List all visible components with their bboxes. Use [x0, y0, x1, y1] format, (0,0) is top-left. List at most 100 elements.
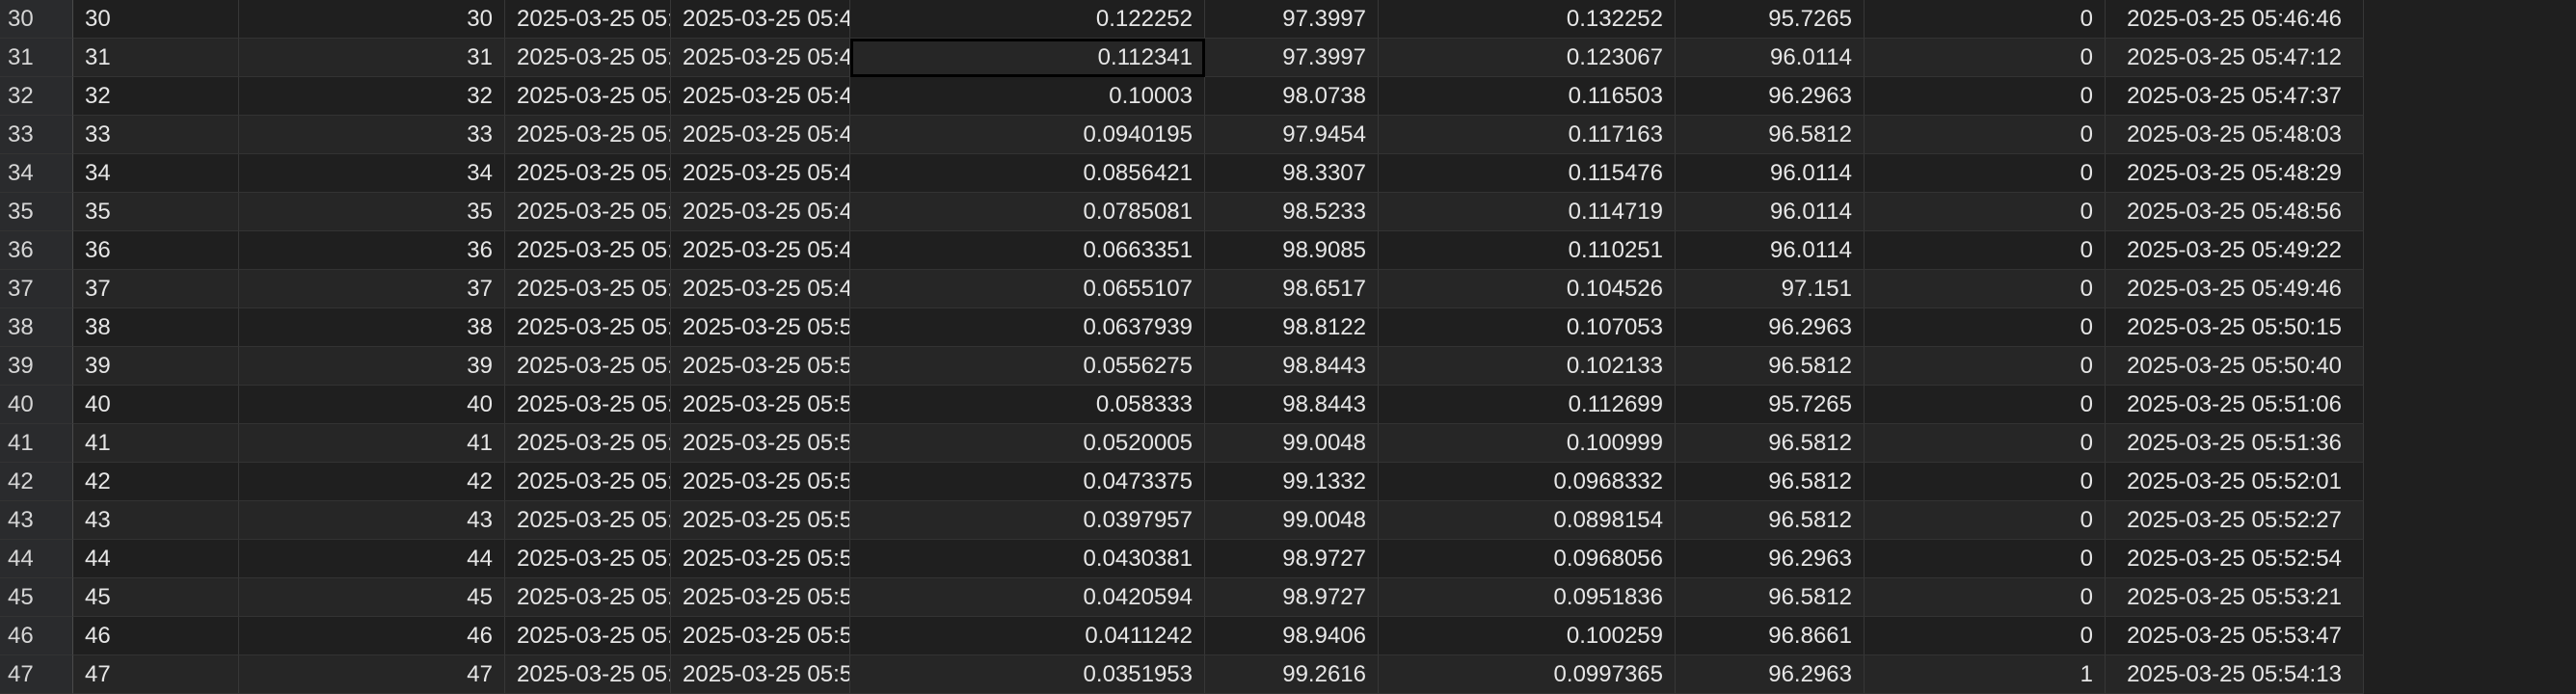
col-f-cell[interactable]: 97.9454: [1205, 116, 1379, 154]
col-b-cell[interactable]: 33: [239, 116, 505, 154]
col-h-cell[interactable]: 95.7265: [1676, 0, 1865, 39]
col-a-cell[interactable]: 32: [73, 77, 239, 116]
col-h-cell[interactable]: 96.0114: [1676, 154, 1865, 193]
col-b-cell[interactable]: 35: [239, 193, 505, 231]
col-d-cell[interactable]: 2025-03-25 05:53:21: [671, 578, 850, 617]
col-b-cell[interactable]: 44: [239, 540, 505, 578]
col-h-cell[interactable]: 96.2963: [1676, 655, 1865, 694]
col-e-cell[interactable]: 0.058333: [850, 386, 1205, 424]
col-c-cell[interactable]: 2025-03-25 05:49:22: [505, 270, 671, 308]
col-c-cell[interactable]: 2025-03-25 05:51:37: [505, 463, 671, 501]
row-header[interactable]: 40: [0, 386, 73, 424]
col-j-cell[interactable]: 2025-03-25 05:52:27: [2106, 501, 2364, 540]
col-g-cell[interactable]: 0.116503: [1379, 77, 1676, 116]
col-g-cell[interactable]: 0.104526: [1379, 270, 1676, 308]
col-j-cell[interactable]: 2025-03-25 05:51:06: [2106, 386, 2364, 424]
col-b-cell[interactable]: 34: [239, 154, 505, 193]
col-j-cell[interactable]: 2025-03-25 05:49:22: [2106, 231, 2364, 270]
col-j-cell[interactable]: 2025-03-25 05:53:21: [2106, 578, 2364, 617]
row-header[interactable]: 30: [0, 0, 73, 39]
row-header[interactable]: 33: [0, 116, 73, 154]
col-c-cell[interactable]: 2025-03-25 05:46:20: [505, 0, 671, 39]
col-d-cell[interactable]: 2025-03-25 05:46:45: [671, 0, 850, 39]
col-j-cell[interactable]: 2025-03-25 05:48:56: [2106, 193, 2364, 231]
col-d-cell[interactable]: 2025-03-25 05:48:02: [671, 116, 850, 154]
col-d-cell[interactable]: 2025-03-25 05:49:21: [671, 231, 850, 270]
col-f-cell[interactable]: 98.9727: [1205, 540, 1379, 578]
col-g-cell[interactable]: 0.0951836: [1379, 578, 1676, 617]
col-f-cell[interactable]: 98.9727: [1205, 578, 1379, 617]
col-g-cell[interactable]: 0.115476: [1379, 154, 1676, 193]
col-e-cell[interactable]: 0.0940195: [850, 116, 1205, 154]
col-e-cell[interactable]: 0.0411242: [850, 617, 1205, 655]
col-b-cell[interactable]: 47: [239, 655, 505, 694]
col-b-cell[interactable]: 32: [239, 77, 505, 116]
row-header[interactable]: 43: [0, 501, 73, 540]
col-d-cell[interactable]: 2025-03-25 05:50:14: [671, 308, 850, 347]
col-i-cell[interactable]: 0: [1865, 578, 2106, 617]
row-header[interactable]: 35: [0, 193, 73, 231]
col-a-cell[interactable]: 43: [73, 501, 239, 540]
col-g-cell[interactable]: 0.0898154: [1379, 501, 1676, 540]
col-g-cell[interactable]: 0.132252: [1379, 0, 1676, 39]
row-header[interactable]: 41: [0, 424, 73, 463]
col-e-cell[interactable]: 0.0856421: [850, 154, 1205, 193]
col-f-cell[interactable]: 98.0738: [1205, 77, 1379, 116]
col-i-cell[interactable]: 0: [1865, 193, 2106, 231]
row-header[interactable]: 44: [0, 540, 73, 578]
col-c-cell[interactable]: 2025-03-25 05:47:13: [505, 77, 671, 116]
col-i-cell[interactable]: 0: [1865, 154, 2106, 193]
col-j-cell[interactable]: 2025-03-25 05:54:13: [2106, 655, 2364, 694]
col-e-cell[interactable]: 0.0351953: [850, 655, 1205, 694]
col-i-cell[interactable]: 0: [1865, 347, 2106, 386]
col-f-cell[interactable]: 98.5233: [1205, 193, 1379, 231]
col-c-cell[interactable]: 2025-03-25 05:50:16: [505, 347, 671, 386]
row-header[interactable]: 45: [0, 578, 73, 617]
col-c-cell[interactable]: 2025-03-25 05:51:07: [505, 424, 671, 463]
col-d-cell[interactable]: 2025-03-25 05:47:37: [671, 77, 850, 116]
col-i-cell[interactable]: 0: [1865, 501, 2106, 540]
col-e-cell[interactable]: 0.0520005: [850, 424, 1205, 463]
col-f-cell[interactable]: 98.6517: [1205, 270, 1379, 308]
col-i-cell[interactable]: 1: [1865, 655, 2106, 694]
col-f-cell[interactable]: 98.9406: [1205, 617, 1379, 655]
col-i-cell[interactable]: 0: [1865, 270, 2106, 308]
row-header[interactable]: 39: [0, 347, 73, 386]
col-a-cell[interactable]: 38: [73, 308, 239, 347]
col-a-cell[interactable]: 39: [73, 347, 239, 386]
col-a-cell[interactable]: 36: [73, 231, 239, 270]
col-b-cell[interactable]: 38: [239, 308, 505, 347]
col-e-cell[interactable]: 0.0637939: [850, 308, 1205, 347]
col-c-cell[interactable]: 2025-03-25 05:52:55: [505, 578, 671, 617]
row-header[interactable]: 34: [0, 154, 73, 193]
col-g-cell[interactable]: 0.110251: [1379, 231, 1676, 270]
col-a-cell[interactable]: 37: [73, 270, 239, 308]
col-d-cell[interactable]: 2025-03-25 05:52:01: [671, 463, 850, 501]
col-h-cell[interactable]: 96.2963: [1676, 77, 1865, 116]
col-a-cell[interactable]: 35: [73, 193, 239, 231]
col-h-cell[interactable]: 96.0114: [1676, 231, 1865, 270]
col-g-cell[interactable]: 0.100259: [1379, 617, 1676, 655]
col-h-cell[interactable]: 95.7265: [1676, 386, 1865, 424]
col-e-cell[interactable]: 0.0397957: [850, 501, 1205, 540]
selected-cell[interactable]: 0.112341: [850, 39, 1205, 77]
col-c-cell[interactable]: 2025-03-25 05:46:47: [505, 39, 671, 77]
col-a-cell[interactable]: 30: [73, 0, 239, 39]
row-header[interactable]: 31: [0, 39, 73, 77]
col-h-cell[interactable]: 96.8661: [1676, 617, 1865, 655]
col-g-cell[interactable]: 0.107053: [1379, 308, 1676, 347]
col-f-cell[interactable]: 97.3997: [1205, 0, 1379, 39]
col-f-cell[interactable]: 99.1332: [1205, 463, 1379, 501]
col-d-cell[interactable]: 2025-03-25 05:53:46: [671, 617, 850, 655]
col-b-cell[interactable]: 45: [239, 578, 505, 617]
col-j-cell[interactable]: 2025-03-25 05:53:47: [2106, 617, 2364, 655]
col-a-cell[interactable]: 47: [73, 655, 239, 694]
col-f-cell[interactable]: 98.3307: [1205, 154, 1379, 193]
col-i-cell[interactable]: 0: [1865, 540, 2106, 578]
col-i-cell[interactable]: 0: [1865, 308, 2106, 347]
col-g-cell[interactable]: 0.0968056: [1379, 540, 1676, 578]
col-e-cell[interactable]: 0.10003: [850, 77, 1205, 116]
col-a-cell[interactable]: 40: [73, 386, 239, 424]
col-g-cell[interactable]: 0.114719: [1379, 193, 1676, 231]
col-g-cell[interactable]: 0.102133: [1379, 347, 1676, 386]
